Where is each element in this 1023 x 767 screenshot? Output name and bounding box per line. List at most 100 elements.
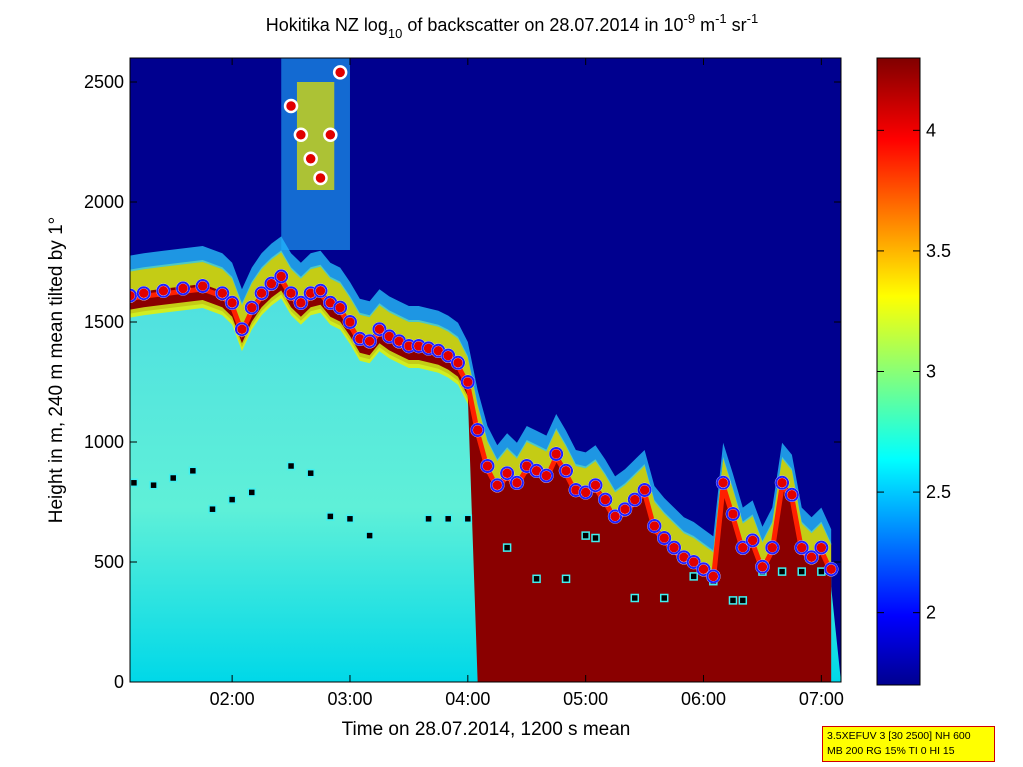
- x-tick-label: 03:00: [327, 689, 372, 709]
- cloud-base-ring: [735, 540, 750, 555]
- colorbar-tick-label: 3: [926, 362, 936, 382]
- cloud-base-ring: [313, 283, 328, 298]
- x-tick-label: 06:00: [681, 689, 726, 709]
- aerosol-layer-point: [532, 574, 541, 584]
- cloud-base-ring: [539, 468, 554, 483]
- aerosol-layer-point: [424, 514, 433, 524]
- x-axis-label: Time on 28.07.2014, 1200 s mean: [342, 719, 631, 740]
- cloud-base-ring: [725, 507, 740, 521]
- cloud-base-ring: [362, 334, 377, 349]
- y-tick-label: 1500: [84, 312, 124, 332]
- cloud-base-ring: [509, 475, 524, 490]
- aerosol-layer-point: [247, 488, 257, 497]
- upper-cloud-point: [332, 65, 348, 80]
- cloud-base-ring: [745, 533, 760, 548]
- colorbar-tick-label: 3.5: [926, 241, 951, 261]
- cloud-base-ring: [716, 475, 731, 490]
- aerosol-layer-point: [286, 461, 296, 471]
- upper-cloud-point: [293, 127, 309, 143]
- aerosol-layer-point: [659, 593, 669, 603]
- cloud-base-ring: [130, 288, 137, 303]
- y-tick-label: 1000: [84, 432, 124, 452]
- aerosol-layer-point: [630, 593, 640, 603]
- y-tick-label: 2000: [84, 192, 124, 212]
- cloud-base-ring: [372, 322, 387, 337]
- cloud-base-ring: [333, 300, 348, 315]
- aerosol-layer-point: [168, 473, 178, 483]
- info-line-1: 3.5XEFUV 3 [30 2500] NH 600: [827, 730, 971, 742]
- cloud-base-ring: [755, 559, 770, 574]
- cloud-base-ring: [627, 492, 642, 507]
- aerosol-layer-point: [443, 514, 453, 524]
- aerosol-layer-point: [797, 567, 806, 576]
- cloud-layer-fill: [130, 274, 832, 682]
- cloud-base-ring: [195, 279, 210, 293]
- cloud-base-ring: [460, 375, 475, 389]
- cloud-base-ring: [794, 540, 809, 555]
- aerosol-layer-point: [149, 480, 158, 490]
- x-tick-label: 04:00: [445, 689, 490, 709]
- cloud-base-ring: [784, 487, 799, 502]
- cloud-base-ring: [804, 550, 819, 565]
- upper-cloud-point: [283, 98, 299, 114]
- processing-info-box: 3.5XEFUV 3 [30 2500] NH 600 MB 200 RG 15…: [822, 726, 995, 762]
- cloud-base-ring: [647, 519, 662, 533]
- y-tick-label: 2500: [84, 72, 124, 92]
- x-tick-label: 07:00: [799, 689, 844, 709]
- cloud-base-ring: [490, 478, 505, 493]
- x-tick-label: 05:00: [563, 689, 608, 709]
- cloud-base-ring: [441, 348, 456, 363]
- cloud-base-ring: [608, 509, 623, 524]
- aerosol-layer-point: [591, 533, 600, 543]
- cloud-base-ring: [225, 295, 240, 310]
- cloud-base-ring: [696, 562, 711, 577]
- cloud-base-ring: [637, 483, 652, 497]
- aerosol-layer-point: [365, 531, 374, 540]
- colorbar-tick-label: 2.5: [926, 482, 951, 502]
- x-axis: 02:00 03:00 04:00 05:00 06:00 07:00: [210, 58, 844, 709]
- aerosol-layer-point: [208, 504, 217, 514]
- cloud-base-ring: [274, 269, 289, 284]
- aerosol-layer-point: [777, 567, 787, 576]
- y-tick-label: 0: [114, 672, 124, 692]
- cloud-base-ring: [293, 295, 308, 310]
- cloud-base-ring: [244, 300, 259, 315]
- aerosol-layer-point: [738, 596, 748, 605]
- cloud-base-ring: [342, 315, 357, 329]
- aerosol-layer-point: [130, 478, 139, 488]
- cloud-base-ring: [686, 555, 701, 569]
- plot-frame: [129, 57, 842, 683]
- upper-cloud-point: [313, 170, 328, 186]
- cloud-base-ring: [775, 475, 790, 490]
- colorbar-tick-label: 2: [926, 603, 936, 623]
- x-tick-label: 02:00: [210, 689, 255, 709]
- cloud-base-ring: [588, 478, 603, 493]
- cloud-base-ring: [234, 322, 249, 337]
- aerosol-layer-point: [728, 596, 738, 605]
- cloud-base-ring: [215, 286, 230, 301]
- cloud-base-ring: [136, 286, 151, 301]
- aerosol-layer-point: [581, 531, 590, 540]
- aerosol-layer-point: [689, 572, 698, 581]
- y-axis: 0 500 1000 1500 2000 2500: [84, 72, 841, 692]
- aerosol-layer-point: [561, 574, 571, 584]
- cloud-base-ring: [667, 540, 682, 555]
- aerosol-layer-point: [463, 514, 473, 524]
- upper-cloud-point: [323, 127, 338, 143]
- cloud-base-ring: [598, 492, 613, 507]
- colorbar-tick-label: 4: [926, 120, 936, 140]
- cloud-base-ring: [480, 459, 495, 473]
- aerosol-layer-point: [188, 466, 198, 476]
- y-axis-label: Height in m, 240 m mean tilted by 1°: [46, 217, 67, 523]
- colorbar: 2 2.5 3 3.5 4: [876, 57, 951, 686]
- cloud-base-ring: [814, 540, 829, 555]
- cloud-base-ring: [578, 485, 593, 500]
- cloud-base-ring: [765, 540, 780, 555]
- cloud-base-ring: [657, 531, 672, 545]
- aerosol-layer-point: [502, 543, 512, 552]
- cloud-base-ring: [176, 281, 191, 296]
- cloud-base-ring: [254, 286, 269, 301]
- chart-title: Hokitika NZ log10 of backscatter on 28.0…: [266, 11, 758, 41]
- cloud-base-ring: [156, 283, 171, 298]
